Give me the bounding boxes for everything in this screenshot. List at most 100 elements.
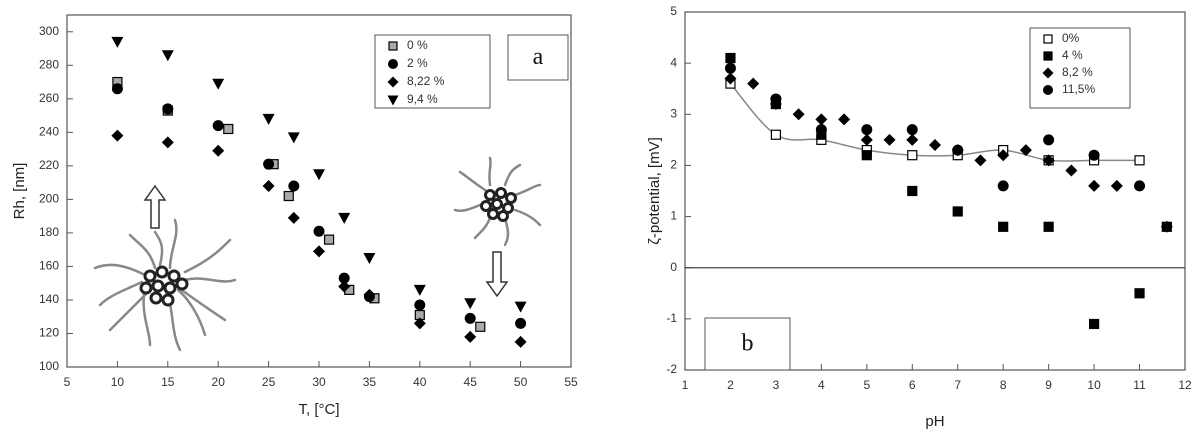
y-tick-label: 240 — [39, 125, 59, 139]
legend-label: 8,2 % — [1062, 65, 1093, 79]
marker — [262, 113, 275, 125]
x-tick-label: 15 — [161, 375, 175, 389]
marker — [1043, 221, 1054, 232]
marker — [475, 321, 486, 332]
x-tick-label: 50 — [514, 375, 528, 389]
legend-marker — [387, 95, 399, 106]
marker — [906, 133, 919, 146]
marker — [287, 211, 300, 224]
marker — [725, 52, 736, 64]
x-tick-label: 5 — [64, 375, 71, 389]
marker — [288, 180, 300, 192]
legend-marker — [387, 76, 399, 88]
marker — [1160, 220, 1173, 233]
marker — [906, 124, 918, 136]
y-tick-label: 100 — [39, 359, 59, 373]
y-tick-label: 5 — [670, 4, 677, 18]
legend-marker — [388, 41, 398, 51]
micelle-small — [453, 156, 542, 247]
x-tick-label: 3 — [773, 378, 780, 392]
marker — [514, 301, 527, 313]
legend-label: 9,4 % — [407, 92, 438, 106]
y-tick-label: -2 — [666, 362, 677, 376]
arrow-down — [485, 251, 509, 298]
legend-label: 0% — [1062, 31, 1080, 45]
marker — [997, 149, 1010, 162]
y-tick-label: 140 — [39, 292, 59, 306]
marker — [111, 83, 123, 95]
marker — [313, 169, 325, 181]
x-tick-label: 10 — [1087, 378, 1101, 392]
marker — [464, 312, 476, 324]
legend-marker — [1043, 85, 1053, 95]
y-axis-label: ζ-potential, [mV] — [646, 137, 663, 245]
marker — [724, 72, 737, 85]
marker — [1065, 164, 1078, 177]
marker — [1134, 288, 1145, 299]
marker — [338, 272, 350, 284]
x-tick-label: 25 — [262, 375, 276, 389]
marker — [1088, 318, 1100, 330]
marker — [338, 280, 351, 293]
marker — [515, 317, 527, 329]
y-tick-label: 300 — [39, 24, 59, 38]
marker — [323, 234, 335, 245]
x-axis-label: pH — [925, 413, 944, 430]
arrow-up — [143, 184, 167, 229]
marker — [770, 93, 782, 105]
legend-label: 11,5% — [1062, 82, 1095, 96]
x-axis-label: T, [°C] — [298, 401, 339, 418]
y-tick-label: 120 — [39, 326, 59, 340]
marker — [838, 113, 851, 126]
legend-label: 0 % — [407, 38, 428, 52]
marker — [464, 330, 477, 343]
marker — [1088, 179, 1101, 192]
x-tick-label: 5 — [863, 378, 870, 392]
annotation: b — [742, 331, 754, 357]
marker — [212, 78, 225, 90]
marker — [514, 335, 527, 348]
marker — [1134, 155, 1145, 166]
y-tick-label: 200 — [39, 192, 59, 206]
legend-marker — [1043, 51, 1053, 61]
marker — [952, 206, 963, 217]
y-tick-label: 260 — [39, 91, 59, 105]
marker — [223, 123, 234, 135]
marker — [747, 77, 760, 90]
marker — [907, 150, 918, 161]
marker — [883, 133, 896, 146]
marker — [413, 317, 426, 330]
x-tick-label: 6 — [909, 378, 916, 392]
marker — [414, 299, 426, 311]
marker — [1043, 134, 1055, 146]
x-tick-label: 12 — [1178, 378, 1192, 392]
marker — [363, 253, 376, 265]
x-tick-label: 1 — [682, 378, 689, 392]
annotation-box — [507, 34, 569, 81]
marker — [724, 62, 736, 74]
marker — [997, 180, 1009, 192]
x-tick-label: 20 — [212, 375, 226, 389]
marker — [1019, 144, 1032, 157]
marker — [212, 120, 224, 132]
marker — [861, 124, 873, 136]
y-tick-label: -1 — [666, 311, 677, 325]
x-tick-label: 7 — [954, 378, 961, 392]
y-tick-label: 3 — [670, 106, 677, 120]
y-axis-label: Rh, [nm] — [11, 163, 28, 220]
x-tick-label: 45 — [464, 375, 478, 389]
y-tick-label: 4 — [670, 55, 677, 69]
marker — [792, 108, 805, 121]
marker — [363, 288, 376, 301]
y-tick-label: 180 — [39, 225, 59, 239]
y-tick-label: 0 — [670, 260, 677, 274]
x-tick-label: 35 — [363, 375, 377, 389]
annotation-box — [704, 317, 791, 371]
fit-line — [729, 83, 1140, 162]
x-tick-label: 4 — [818, 378, 825, 392]
annotation: a — [533, 44, 544, 70]
marker — [161, 50, 174, 62]
marker — [263, 158, 275, 170]
marker — [998, 221, 1009, 232]
